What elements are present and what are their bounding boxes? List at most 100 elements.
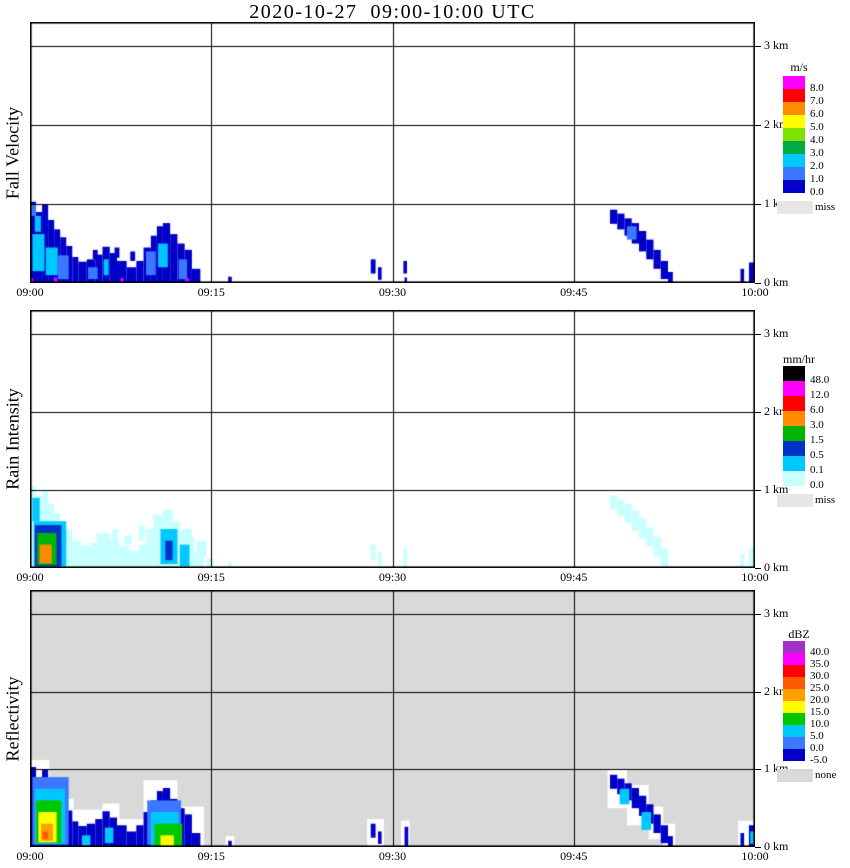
ytick-label: 2 km — [764, 404, 789, 419]
colorbar-missing-label: none — [815, 769, 837, 781]
ytick-mark — [755, 847, 761, 848]
ytick-mark — [755, 125, 761, 126]
colorbar-value: 0.5 — [810, 449, 824, 461]
colorbar-value: 2.0 — [810, 160, 824, 172]
colorbar-missing-label: miss — [815, 201, 836, 213]
colorbar-value: 5.0 — [810, 121, 824, 133]
plot-area-rain-intensity — [30, 310, 755, 568]
xtick-label: 09:15 — [197, 570, 225, 584]
colorbar-value: 15.0 — [810, 706, 830, 718]
xtick-label: 10:00 — [741, 285, 769, 299]
ytick-mark — [755, 412, 761, 413]
colorbar-band — [783, 677, 805, 689]
ytick-mark — [755, 283, 761, 284]
colorbar-value: 7.0 — [810, 95, 824, 107]
colorbar-value: 35.0 — [810, 658, 830, 670]
colorbar-value: 3.0 — [810, 147, 824, 159]
colorbar-value: 0.0 — [810, 742, 824, 754]
ytick-mark — [755, 490, 761, 491]
colorbar-band — [783, 737, 805, 749]
plot-area-reflectivity — [30, 590, 755, 847]
ytick-mark — [755, 769, 761, 770]
colorbar-value: 20.0 — [810, 694, 830, 706]
colorbar-band — [783, 366, 805, 381]
xtick-label: 09:45 — [560, 570, 588, 584]
colorbar-band — [783, 749, 805, 761]
xtick-label: 09:00 — [16, 570, 44, 584]
colorbar-band — [783, 701, 805, 713]
ytick-mark — [755, 46, 761, 47]
xtick-label: 09:45 — [560, 285, 588, 299]
colorbar-band — [783, 89, 805, 102]
colorbar-value: 6.0 — [810, 404, 824, 416]
ytick-label: 2 km — [764, 117, 789, 132]
colorbar-band — [783, 725, 805, 737]
colorbar-band — [783, 154, 805, 167]
ytick-label: 2 km — [764, 683, 789, 698]
colorbar-missing-swatch — [777, 201, 813, 214]
xtick-label: 10:00 — [741, 570, 769, 584]
ytick-label: 3 km — [764, 606, 789, 621]
colorbar-title-mmhr: mm/hr — [783, 352, 815, 366]
panel-fall-velocity: Fall Velocity 3 km2 km1 km0 km09:0009:15… — [0, 22, 850, 299]
xtick-label: 09:00 — [16, 285, 44, 299]
xtick-label: 09:15 — [197, 849, 225, 863]
y-axis-label-reflectivity: Reflectivity — [2, 676, 23, 761]
colorbar-band — [783, 411, 805, 426]
xtick-label: 09:30 — [378, 570, 407, 584]
ytick-mark — [755, 614, 761, 615]
colorbar-band — [783, 102, 805, 115]
colorbar-band — [783, 689, 805, 701]
colorbar-band — [783, 76, 805, 89]
colorbar-value: 8.0 — [810, 82, 824, 94]
colorbar-value: 12.0 — [810, 389, 830, 401]
colorbar-band — [783, 665, 805, 677]
ytick-mark — [755, 568, 761, 569]
colorbar-band — [783, 471, 805, 486]
plot-area-fall-velocity — [30, 22, 755, 283]
colorbar-value: 30.0 — [810, 670, 830, 682]
colorbar-value: 48.0 — [810, 374, 830, 386]
colorbar-missing-swatch — [777, 769, 813, 782]
colorbar-missing-label: miss — [815, 494, 836, 506]
colorbar-band — [783, 713, 805, 725]
colorbar-value: 40.0 — [810, 646, 830, 658]
colorbar-title-dbz: dBZ — [788, 627, 810, 641]
y-axis-label-rain-intensity: Rain Intensity — [2, 388, 23, 490]
ytick-label: 0 km — [764, 560, 789, 574]
colorbar-value: 25.0 — [810, 682, 830, 694]
xtick-label: 09:15 — [197, 285, 225, 299]
colorbar-band — [783, 381, 805, 396]
colorbar-band — [783, 141, 805, 154]
ytick-mark — [755, 204, 761, 205]
colorbar-value: -5.0 — [810, 754, 828, 766]
ytick-label: 0 km — [764, 275, 789, 289]
colorbar-band — [783, 167, 805, 180]
xtick-label: 09:00 — [16, 849, 44, 863]
colorbar-band — [783, 441, 805, 456]
colorbar-band — [783, 456, 805, 471]
ytick-label: 0 km — [764, 839, 789, 853]
colorbar-band — [783, 396, 805, 411]
ytick-label: 3 km — [764, 326, 789, 341]
colorbar-value: 4.0 — [810, 134, 824, 146]
colorbar-value: 0.1 — [810, 464, 824, 476]
colorbar-band — [783, 115, 805, 128]
colorbar-title-ms: m/s — [790, 60, 808, 74]
colorbar-value: 3.0 — [810, 419, 824, 431]
colorbar-band — [783, 180, 805, 193]
y-axis-label-fall-velocity: Fall Velocity — [2, 106, 23, 199]
ytick-label: 3 km — [764, 38, 789, 53]
colorbar-value: 0.0 — [810, 479, 824, 491]
colorbar-band — [783, 426, 805, 441]
xtick-label: 09:30 — [378, 849, 407, 863]
colorbar-value: 0.0 — [810, 186, 824, 198]
page-title: 2020-10-27 09:00-10:00 UTC — [249, 1, 536, 23]
colorbar-value: 1.0 — [810, 173, 824, 185]
colorbar-value: 5.0 — [810, 730, 824, 742]
panel-reflectivity: Reflectivity 3 km2 km1 km0 km09:0009:150… — [0, 590, 850, 863]
xtick-label: 10:00 — [741, 849, 769, 863]
colorbar-value: 10.0 — [810, 718, 830, 730]
xtick-label: 09:30 — [378, 285, 407, 299]
